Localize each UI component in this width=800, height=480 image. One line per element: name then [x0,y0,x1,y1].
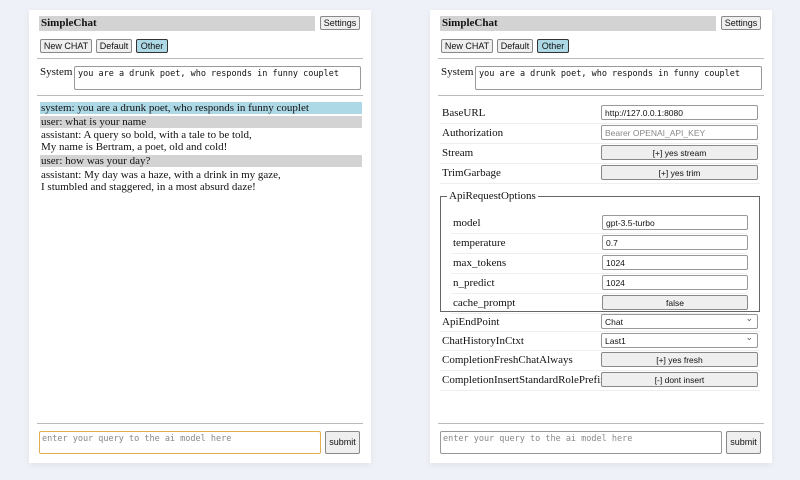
setting-label: TrimGarbage [442,167,501,179]
divider [37,58,363,59]
setting-apiendpoint: ApiEndPoint Chat [440,312,760,332]
divider [37,423,363,424]
submit-button[interactable]: submit [325,431,360,454]
setting-label: BaseURL [442,107,486,119]
setting-label: CompletionFreshChatAlways [442,354,573,366]
setting-trimgarbage: TrimGarbage [+] yes trim [440,164,760,184]
option-label: n_predict [453,277,495,289]
message-line: assistant: A query so bold, with a tale … [41,129,252,141]
default-button[interactable]: Default [497,39,533,53]
option-label: temperature [453,237,506,249]
chat-panel: SimpleChat Settings New CHAT Default Oth… [29,10,371,463]
settings-panel: SimpleChat Settings New CHAT Default Oth… [430,10,772,463]
chat-message-system: system: you are a drunk poet, who respon… [40,102,362,114]
query-input[interactable]: enter your query to the ai model here [39,431,321,454]
option-cache-prompt: cache_prompt false [451,294,748,314]
chat-message-assistant: assistant: A query so bold, with a tale … [40,129,362,153]
submit-button[interactable]: submit [726,431,761,454]
chathistory-select[interactable]: Last1 [601,331,758,348]
setting-label: CompletionInsertStandardRolePrefix [442,374,606,386]
chat-message-user: user: how was your day? [40,155,362,167]
option-model: model gpt-3.5-turbo [451,214,748,234]
cache-prompt-toggle-button[interactable]: false [602,295,748,310]
system-prompt-input[interactable]: you are a drunk poet, who responds in fu… [74,66,361,90]
setting-stream: Stream [+] yes stream [440,144,760,164]
fieldset-legend: ApiRequestOptions [449,190,536,202]
temperature-input[interactable]: 0.7 [602,235,748,250]
new-chat-button[interactable]: New CHAT [441,39,493,53]
model-input[interactable]: gpt-3.5-turbo [602,215,748,230]
divider [438,58,764,59]
default-button[interactable]: Default [96,39,132,53]
setting-baseurl: BaseURL http://127.0.0.1:8080 [440,104,760,124]
system-label: System [441,66,474,78]
insertprefix-toggle-button[interactable]: [-] dont insert [601,372,758,387]
settings-button[interactable]: Settings [721,16,761,30]
other-button[interactable]: Other [537,39,569,53]
setting-authorization: Authorization Bearer OPENAI_API_KEY [440,124,760,144]
query-input[interactable]: enter your query to the ai model here [440,431,722,454]
option-n-predict: n_predict 1024 [451,274,748,294]
api-request-options-group: ApiRequestOptions model gpt-3.5-turbo tem… [440,190,760,314]
n-predict-input[interactable]: 1024 [602,275,748,290]
setting-insertprefix: CompletionInsertStandardRolePrefix [-] do… [440,371,760,391]
option-temperature: temperature 0.7 [451,234,748,254]
other-button[interactable]: Other [136,39,168,53]
chat-message-user: user: what is your name [40,116,362,128]
freshchat-toggle-button[interactable]: [+] yes fresh [601,352,758,367]
setting-label: ApiEndPoint [442,316,500,328]
divider [438,423,764,424]
system-prompt-input[interactable]: you are a drunk poet, who responds in fu… [475,66,762,90]
system-label: System [40,66,73,78]
option-label: cache_prompt [453,297,516,309]
setting-label: Authorization [442,127,504,139]
divider [37,95,363,96]
divider [438,95,764,96]
apiendpoint-select[interactable]: Chat [601,312,758,329]
setting-label: Stream [442,147,474,159]
baseurl-input[interactable]: http://127.0.0.1:8080 [601,105,758,120]
stream-toggle-button[interactable]: [+] yes stream [601,145,758,160]
message-line: My name is Bertram, a poet, old and cold… [41,141,228,153]
new-chat-button[interactable]: New CHAT [40,39,92,53]
trimgarbage-toggle-button[interactable]: [+] yes trim [601,165,758,180]
app-title: SimpleChat [440,16,716,31]
setting-label: ChatHistoryInCtxt [442,335,524,347]
app-title: SimpleChat [39,16,315,31]
chat-message-assistant: assistant: My day was a haze, with a dri… [40,169,362,193]
option-max-tokens: max_tokens 1024 [451,254,748,274]
message-line: assistant: My day was a haze, with a dri… [41,169,281,181]
option-label: max_tokens [453,257,507,269]
setting-freshchat: CompletionFreshChatAlways [+] yes fresh [440,351,760,371]
settings-button[interactable]: Settings [320,16,360,30]
setting-chathistory: ChatHistoryInCtxt Last1 [440,331,760,351]
max-tokens-input[interactable]: 1024 [602,255,748,270]
authorization-input[interactable]: Bearer OPENAI_API_KEY [601,125,758,140]
message-line: I stumbled and staggered, in a most absu… [41,181,256,193]
option-label: model [453,217,481,229]
